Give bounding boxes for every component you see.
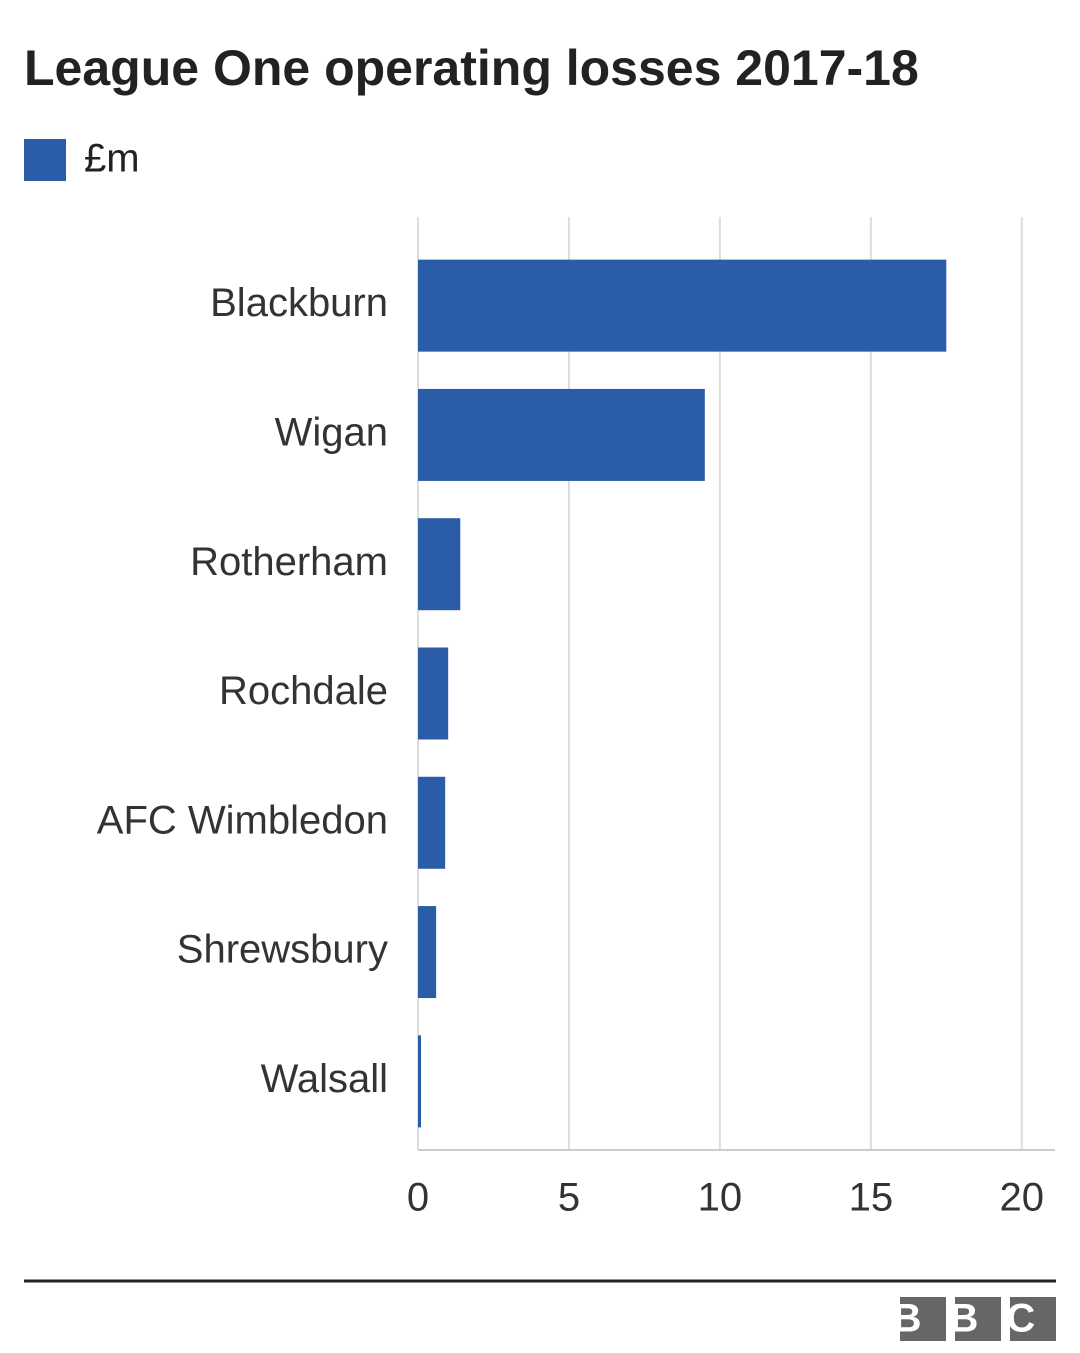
logo-box: [955, 1297, 1001, 1341]
chart-title: League One operating losses 2017-18: [24, 40, 919, 96]
y-tick-label: Wigan: [275, 410, 388, 454]
x-tick-label: 15: [849, 1176, 894, 1220]
y-tick-label: Rochdale: [219, 669, 388, 713]
bar: [418, 647, 449, 740]
logo-text: BBC: [893, 1297, 1064, 1341]
bar: [418, 776, 446, 869]
y-tick-label: Rotherham: [190, 540, 388, 584]
logo: BBC: [893, 1297, 1064, 1341]
y-tick-label: AFC Wimbledon: [97, 798, 388, 842]
y-tick-label: Shrewsbury: [177, 928, 388, 972]
bar: [418, 388, 705, 481]
legend-label: £m: [84, 137, 140, 181]
bar: [418, 518, 461, 611]
bar: [418, 906, 437, 999]
y-tick-label: Blackburn: [210, 281, 388, 325]
x-tick-label: 0: [407, 1176, 429, 1220]
x-tick-label: 10: [698, 1176, 743, 1220]
legend-swatch: [24, 139, 66, 181]
x-tick-label: 5: [558, 1176, 580, 1220]
logo-box: [900, 1297, 946, 1341]
x-tick-label: 20: [1000, 1176, 1045, 1220]
y-tick-label: Walsall: [261, 1057, 388, 1101]
logo-box: [1010, 1297, 1056, 1341]
bar: [418, 259, 947, 352]
bar: [418, 1035, 422, 1128]
